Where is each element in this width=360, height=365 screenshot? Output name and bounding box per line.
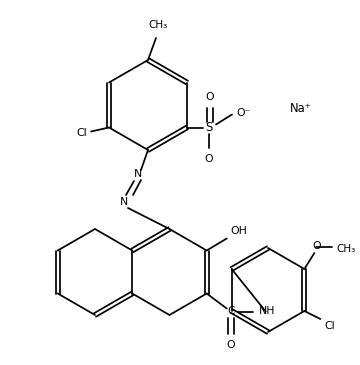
Text: Na⁺: Na⁺: [290, 101, 312, 115]
Text: CH₃: CH₃: [148, 20, 168, 30]
Text: CH₃: CH₃: [336, 244, 356, 254]
Text: OH: OH: [231, 227, 248, 237]
Text: O⁻: O⁻: [236, 108, 250, 118]
Text: N: N: [120, 197, 128, 207]
Text: O: O: [226, 341, 235, 350]
Text: O: O: [204, 154, 213, 164]
Text: S: S: [205, 121, 213, 134]
Text: O: O: [206, 92, 214, 101]
Text: N: N: [134, 169, 142, 179]
Text: O: O: [312, 241, 321, 251]
Text: NH: NH: [259, 307, 275, 316]
Text: Cl: Cl: [76, 127, 87, 138]
Text: C: C: [227, 307, 234, 316]
Text: Cl: Cl: [324, 321, 335, 331]
